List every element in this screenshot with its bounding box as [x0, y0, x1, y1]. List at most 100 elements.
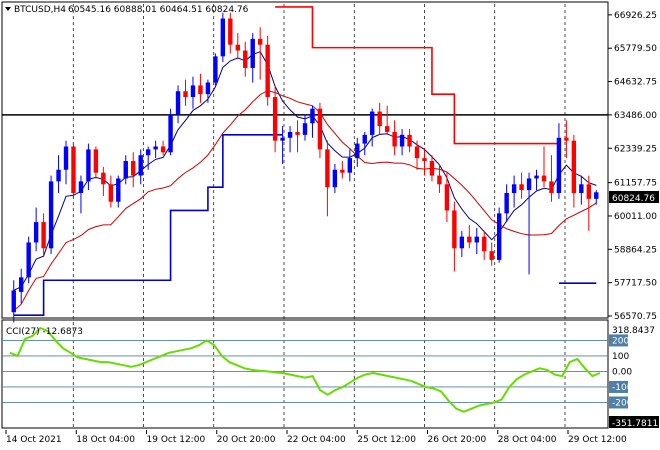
bear-candle: [482, 236, 487, 252]
bull-candle: [280, 137, 285, 141]
bear-candle: [414, 146, 420, 159]
price-tick-label: 64632.75: [614, 78, 657, 88]
bull-candle: [287, 131, 293, 138]
bear-candle: [198, 85, 203, 95]
bear-candle: [444, 184, 450, 211]
bear-candle: [243, 50, 248, 68]
bull-candle: [11, 290, 16, 313]
cci-level-badge: [609, 334, 628, 347]
bull-candle: [220, 18, 226, 57]
bear-candle: [407, 134, 412, 147]
bear-candle: [317, 108, 323, 150]
symbol-label: BTCUSD,H4: [14, 5, 66, 15]
bear-candle: [340, 169, 345, 173]
cci-tick-label: -100: [612, 383, 633, 393]
price-axis: 66926.25 65779.50 64632.75 63486.00 62339.25…: [608, 11, 657, 322]
cci-label: CCI(27) -12.6873: [6, 327, 83, 337]
bear-candle: [41, 222, 46, 249]
trailing-stop-lines: [13, 6, 597, 316]
time-tick-label: 29 Oct 12:00: [568, 435, 627, 445]
price-tick-label: 57717.50: [614, 279, 657, 289]
moving-averages: [13, 51, 597, 312]
bull-candle: [534, 175, 539, 179]
support-stop-line: [13, 134, 283, 316]
cci-series-line: [9, 326, 601, 413]
current-price: 60824.76: [612, 194, 655, 204]
bear-candle: [325, 149, 330, 188]
bear-candle: [71, 146, 76, 194]
cci-tick-label: -200: [612, 398, 633, 408]
bull-candle: [213, 56, 218, 83]
main-panel-frame: [1, 1, 609, 319]
price-tick-label: 65779.50: [614, 44, 657, 54]
candles: [11, 12, 599, 323]
bull-candle: [332, 169, 338, 188]
bear-candle: [422, 158, 427, 162]
bull-candle: [310, 108, 315, 124]
bear-candle: [183, 91, 188, 98]
bull-candle: [526, 178, 532, 191]
bear-candle: [429, 161, 435, 176]
time-tick-label: 18 Oct 04:00: [76, 435, 135, 445]
bear-candle: [108, 184, 114, 202]
bull-candle: [459, 236, 465, 249]
bear-candle: [101, 172, 106, 185]
bull-candle: [511, 184, 517, 194]
bull-candle: [153, 146, 158, 150]
bull-candle: [116, 178, 121, 202]
bull-candle: [556, 137, 562, 194]
fast-moving-average: [13, 51, 597, 291]
bear-candle: [549, 181, 554, 194]
bear-candle: [272, 97, 278, 141]
bull-candle: [504, 193, 509, 214]
bull-candle: [26, 242, 31, 278]
bear-candle: [586, 184, 591, 199]
time-tick-label: 20 Oct 20:00: [217, 435, 276, 445]
bull-candle: [190, 85, 196, 98]
bear-candle: [571, 140, 577, 194]
bull-candle: [496, 213, 502, 260]
time-tick-label: 26 Oct 20:00: [428, 435, 487, 445]
cci-bottom-value: -351.7811: [612, 419, 658, 429]
bear-candle: [437, 175, 442, 185]
price-tick-label: 61157.75: [614, 179, 657, 189]
bear-candle: [131, 161, 136, 176]
symbol-dropdown-icon[interactable]: [5, 7, 11, 11]
bull-candle: [168, 114, 173, 153]
bull-candle: [145, 149, 151, 156]
bear-candle: [384, 126, 390, 132]
bull-candle: [579, 184, 584, 194]
bull-candle: [302, 123, 308, 135]
bull-candle: [138, 155, 143, 176]
time-tick-label: 25 Oct 12:00: [357, 435, 416, 445]
bull-candle: [362, 134, 367, 144]
time-axis: 14 Oct 2021 18 Oct 04:00 19 Oct 12:00 20 Oc…: [5, 430, 627, 445]
price-tick-label: 60011.00: [614, 212, 657, 222]
vertical-grid: [72, 4, 566, 428]
bull-candle: [594, 192, 599, 199]
bull-candle: [355, 143, 360, 159]
cci-bottom-badge: [609, 416, 659, 428]
bull-candle: [19, 277, 24, 292]
bull-candle: [347, 158, 353, 173]
bull-candle: [123, 161, 128, 179]
bear-candle: [265, 44, 270, 98]
bear-candle: [392, 131, 397, 147]
price-tick-label: 66926.25: [614, 11, 657, 21]
bear-candle: [235, 44, 240, 51]
bull-candle: [474, 236, 479, 243]
bull-candle: [56, 169, 61, 182]
price-tick-label: 58864.25: [614, 245, 657, 255]
cci-tick-label: 200: [612, 336, 629, 346]
bull-candle: [370, 111, 375, 135]
cci-top-value: 318.8437: [612, 326, 655, 336]
bull-candle: [86, 149, 91, 182]
indicator-panel-frame: [1, 319, 609, 429]
bear-candle: [452, 210, 457, 249]
bear-candle: [467, 236, 472, 243]
time-tick-label: 14 Oct 2021: [6, 435, 62, 445]
bear-candle: [257, 38, 263, 45]
cci-tick-label: 100: [612, 352, 629, 362]
price-tick-label: 62339.25: [614, 144, 657, 154]
